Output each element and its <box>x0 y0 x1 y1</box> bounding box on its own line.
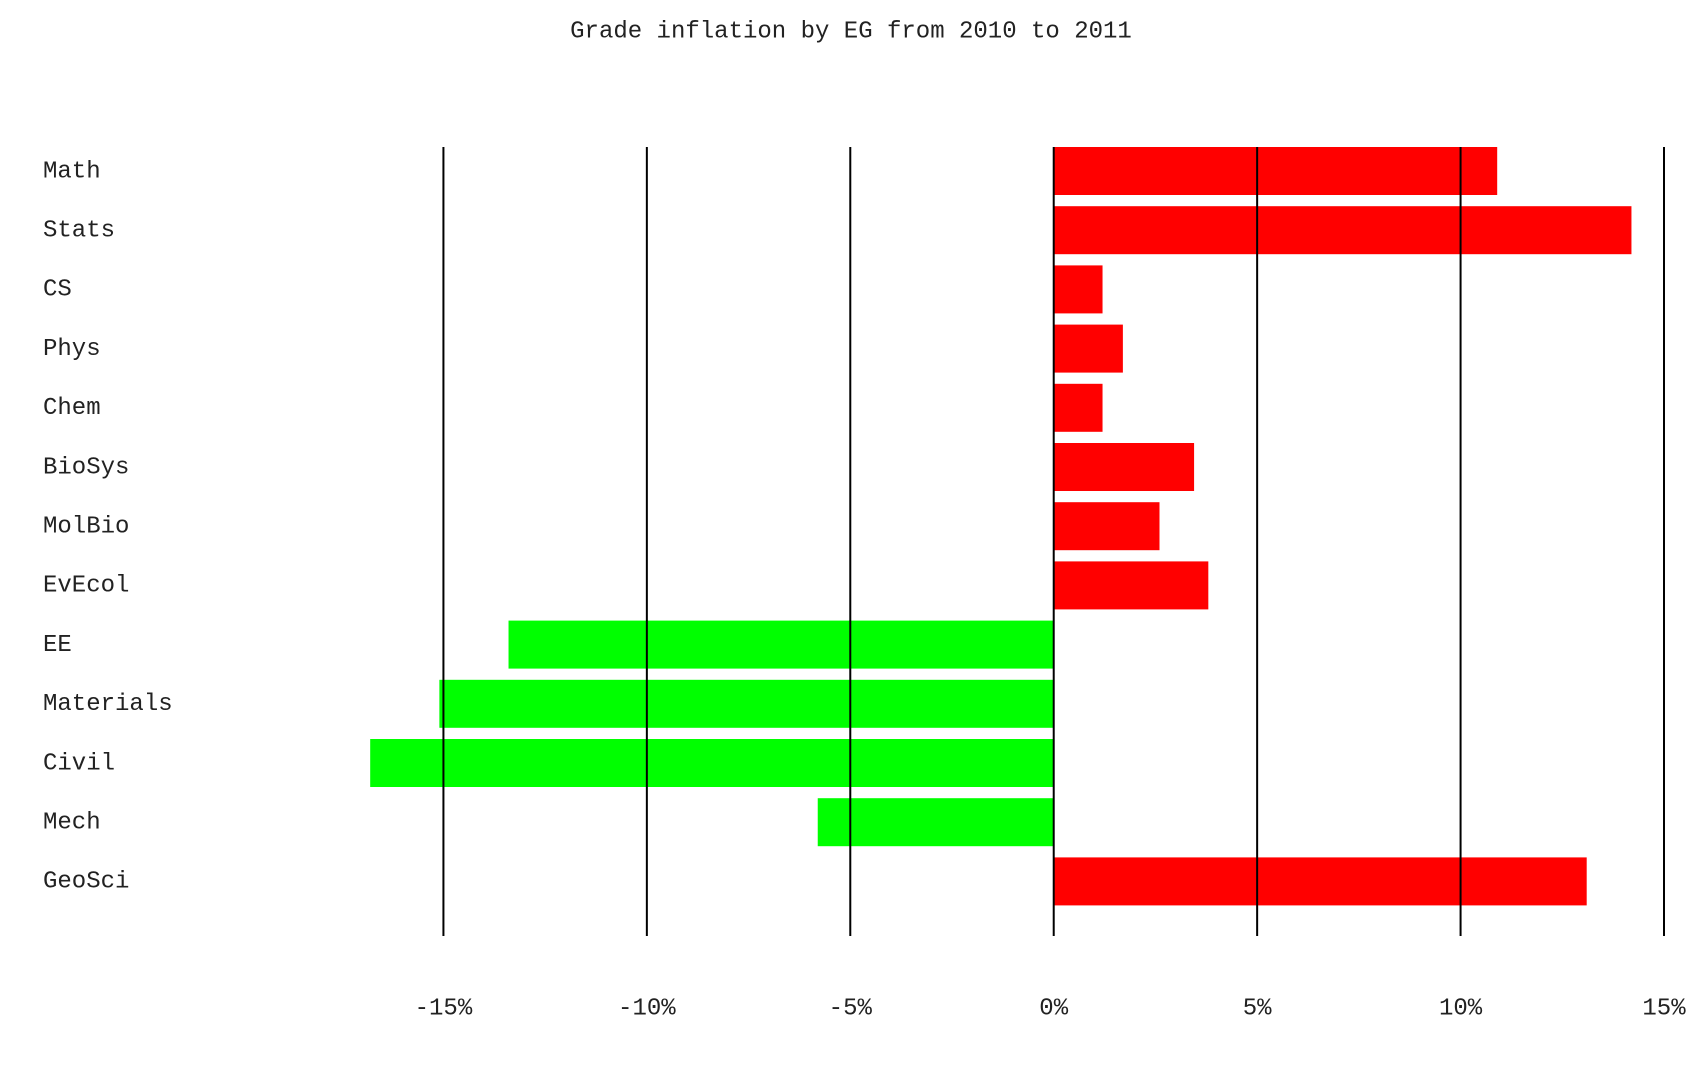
y-tick-label: Civil <box>43 750 115 777</box>
bar <box>1053 561 1209 610</box>
bar <box>1053 502 1160 551</box>
x-tick-label: -10% <box>618 995 676 1022</box>
chart-title: Grade inflation by EG from 2010 to 2011 <box>570 18 1132 45</box>
y-tick-label: Chem <box>43 395 101 422</box>
bar <box>1053 147 1498 195</box>
x-tick-label: 0% <box>1039 995 1068 1022</box>
bar <box>1053 857 1587 906</box>
bar <box>817 798 1054 847</box>
y-tick-label: MolBio <box>43 514 129 541</box>
bar <box>1053 265 1103 314</box>
bar <box>1053 206 1632 255</box>
y-tick-label: Math <box>43 158 101 185</box>
y-tick-label: EE <box>43 632 72 659</box>
y-tick-label: Phys <box>43 336 101 363</box>
bar <box>1053 383 1103 432</box>
y-tick-label: BioSys <box>43 454 129 481</box>
y-tick-label: CS <box>43 277 72 304</box>
x-tick-label: 15% <box>1642 995 1686 1022</box>
x-tick-label: -15% <box>415 995 473 1022</box>
bar <box>508 620 1054 669</box>
y-tick-label: GeoSci <box>43 869 129 896</box>
y-tick-label: Mech <box>43 810 101 837</box>
x-tick-label: 10% <box>1439 995 1483 1022</box>
x-tick-label: -5% <box>829 995 873 1022</box>
bar <box>1053 443 1195 491</box>
y-tick-label: EvEcol <box>43 573 129 600</box>
y-tick-label: Materials <box>43 691 173 718</box>
bar <box>370 739 1054 787</box>
y-tick-label: Stats <box>43 218 115 245</box>
bar <box>439 679 1054 728</box>
x-tick-label: 5% <box>1243 995 1272 1022</box>
bar <box>1053 324 1123 373</box>
